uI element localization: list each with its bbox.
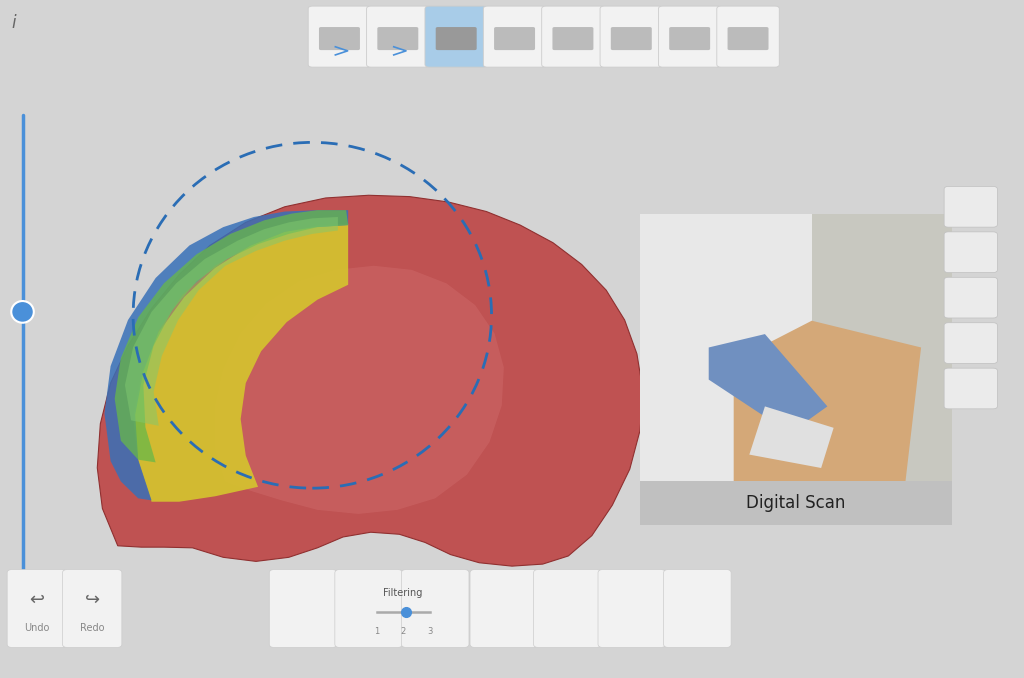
Polygon shape <box>97 195 643 566</box>
FancyBboxPatch shape <box>944 368 997 409</box>
FancyBboxPatch shape <box>944 323 997 363</box>
FancyBboxPatch shape <box>664 570 731 647</box>
FancyBboxPatch shape <box>944 186 997 227</box>
FancyBboxPatch shape <box>367 6 429 67</box>
FancyBboxPatch shape <box>425 6 487 67</box>
FancyBboxPatch shape <box>658 6 721 67</box>
FancyBboxPatch shape <box>640 214 952 481</box>
FancyBboxPatch shape <box>269 570 337 647</box>
FancyBboxPatch shape <box>727 27 768 50</box>
FancyBboxPatch shape <box>640 481 952 525</box>
Polygon shape <box>133 224 348 502</box>
FancyBboxPatch shape <box>483 6 546 67</box>
FancyBboxPatch shape <box>717 6 779 67</box>
FancyBboxPatch shape <box>470 570 538 647</box>
Polygon shape <box>215 266 504 514</box>
FancyBboxPatch shape <box>640 214 952 481</box>
FancyBboxPatch shape <box>552 27 593 50</box>
Polygon shape <box>125 217 338 426</box>
FancyBboxPatch shape <box>319 27 360 50</box>
FancyBboxPatch shape <box>335 570 402 647</box>
Text: Filtering: Filtering <box>383 589 422 598</box>
Text: i: i <box>11 14 15 32</box>
Text: ↪: ↪ <box>85 591 99 609</box>
FancyBboxPatch shape <box>598 570 666 647</box>
FancyBboxPatch shape <box>436 27 476 50</box>
FancyBboxPatch shape <box>401 570 469 647</box>
FancyBboxPatch shape <box>944 232 997 273</box>
FancyBboxPatch shape <box>670 27 711 50</box>
Text: 2: 2 <box>400 627 407 637</box>
FancyBboxPatch shape <box>542 6 604 67</box>
FancyBboxPatch shape <box>377 27 418 50</box>
FancyBboxPatch shape <box>494 27 535 50</box>
Polygon shape <box>115 210 348 462</box>
Ellipse shape <box>11 301 34 323</box>
Text: Undo: Undo <box>25 624 49 633</box>
Polygon shape <box>709 334 827 433</box>
Text: ↩: ↩ <box>30 591 44 609</box>
Polygon shape <box>750 406 834 468</box>
FancyBboxPatch shape <box>600 6 663 67</box>
FancyBboxPatch shape <box>534 570 601 647</box>
FancyBboxPatch shape <box>308 6 371 67</box>
Polygon shape <box>733 321 922 481</box>
FancyBboxPatch shape <box>610 27 651 50</box>
Text: Redo: Redo <box>80 624 104 633</box>
Polygon shape <box>104 210 348 500</box>
Text: Digital Scan: Digital Scan <box>746 494 846 513</box>
FancyBboxPatch shape <box>944 277 997 318</box>
FancyBboxPatch shape <box>62 570 122 647</box>
FancyBboxPatch shape <box>7 570 67 647</box>
Text: 3: 3 <box>427 627 433 637</box>
Polygon shape <box>640 214 812 481</box>
Text: 1: 1 <box>374 627 380 637</box>
